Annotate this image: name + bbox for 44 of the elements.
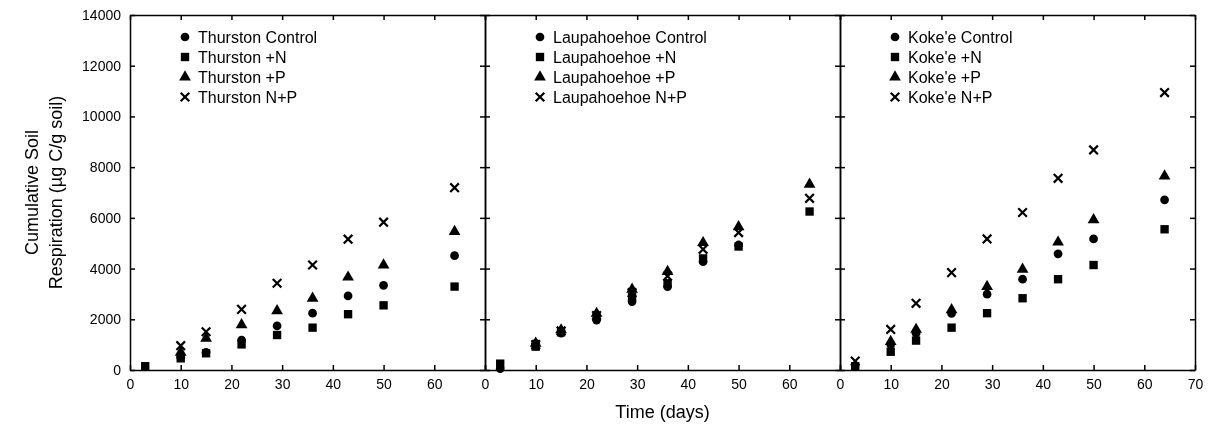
legend-label: Thurston +P (198, 68, 286, 86)
x-tick-label: 40 (1035, 375, 1052, 392)
x-tick-label: 20 (579, 375, 595, 392)
y-tick-label: 2000 (89, 311, 122, 328)
legend-label: Thurston N+P (198, 88, 298, 106)
y-tick-label: 14000 (82, 6, 122, 23)
x-tick-label: 60 (1137, 375, 1153, 392)
x-axis-title: Time (days) (615, 402, 710, 422)
legend-label: Laupahoehoe +P (553, 68, 676, 86)
legend-label: Thurston +N (198, 48, 287, 66)
x-tick-label: 70 (1187, 375, 1204, 392)
x-tick-label: 10 (883, 375, 900, 392)
legend-label: Thurston Control (198, 28, 318, 46)
y-tick-label: 6000 (89, 209, 122, 226)
legend-label: Koke'e +P (908, 68, 981, 86)
x-tick-label: 30 (984, 375, 1001, 392)
x-tick-label: 0 (481, 375, 490, 392)
legend-label: Koke'e N+P (908, 88, 993, 106)
x-tick-label: 50 (376, 375, 393, 392)
x-tick-label: 60 (782, 375, 798, 392)
legend-label: Koke'e +N (908, 48, 982, 66)
x-tick-label: 20 (934, 375, 950, 392)
y-tick-label: 0 (113, 361, 122, 378)
x-tick-label: 10 (173, 375, 190, 392)
y-tick-label: 10000 (82, 108, 122, 125)
x-tick-label: 40 (325, 375, 342, 392)
legend-label: Laupahoehoe Control (553, 28, 707, 46)
x-tick-label: 50 (1086, 375, 1103, 392)
x-tick-label: 20 (224, 375, 240, 392)
x-tick-label: 50 (731, 375, 748, 392)
y-tick-label: 8000 (89, 159, 122, 176)
y-tick-label: 4000 (89, 260, 122, 277)
legend-label: Laupahoehoe +N (553, 48, 677, 66)
x-tick-label: 40 (680, 375, 697, 392)
x-tick-label: 0 (126, 375, 135, 392)
y-tick-label: 12000 (82, 57, 122, 74)
x-tick-label: 10 (528, 375, 545, 392)
x-tick-label: 60 (427, 375, 443, 392)
x-tick-label: 0 (836, 375, 845, 392)
legend-label: Koke'e Control (908, 28, 1013, 46)
legend-label: Laupahoehoe N+P (553, 88, 687, 106)
x-tick-label: 30 (629, 375, 646, 392)
x-tick-label: 30 (274, 375, 291, 392)
y-axis-title: Cumulative Soil Respiration (µg C/g soil) (22, 95, 66, 290)
